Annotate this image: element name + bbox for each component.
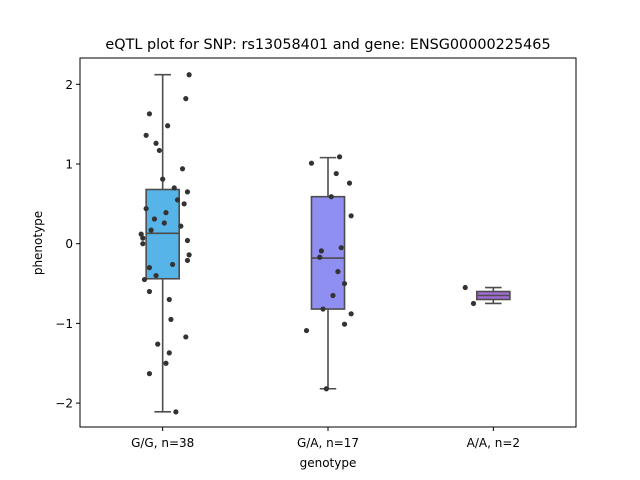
x-tick-label: G/A, n=17: [297, 436, 359, 450]
data-point: [341, 321, 348, 327]
data-point: [179, 166, 186, 172]
data-point: [169, 261, 176, 268]
data-point: [173, 409, 179, 415]
x-axis: G/G, n=38 G/A, n=17 A/A, n=2: [131, 427, 520, 450]
data-point: [183, 96, 189, 102]
data-point: [171, 185, 177, 191]
data-point: [160, 176, 166, 182]
data-point: [323, 386, 329, 392]
data-point: [330, 292, 336, 299]
data-point: [140, 235, 146, 241]
data-point: [165, 123, 171, 129]
data-point: [183, 334, 189, 340]
data-point: [184, 257, 191, 264]
data-point: [163, 210, 169, 216]
data-point: [148, 227, 154, 233]
data-point: [184, 237, 191, 244]
data-point: [348, 311, 354, 317]
data-point: [336, 154, 343, 160]
data-point: [143, 206, 149, 212]
data-point: [346, 180, 353, 186]
box: [310, 195, 346, 310]
data-point: [166, 350, 172, 356]
data-point: [181, 201, 187, 207]
y-tick-label: −2: [55, 397, 73, 411]
x-tick-label: A/A, n=2: [467, 436, 520, 450]
data-point: [174, 197, 181, 203]
plot-marks: [138, 72, 511, 415]
y-axis-label: phenotype: [31, 211, 45, 275]
data-point: [153, 140, 159, 146]
data-point: [168, 316, 174, 323]
data-point: [146, 288, 153, 295]
y-tick-label: 2: [65, 78, 73, 92]
data-point: [141, 276, 148, 283]
data-point: [143, 132, 149, 138]
data-point: [161, 220, 167, 226]
data-point: [151, 216, 157, 222]
data-point: [335, 268, 341, 275]
data-point: [155, 341, 161, 347]
data-point: [184, 189, 191, 195]
data-point: [348, 213, 354, 219]
data-point: [138, 231, 144, 237]
data-point: [186, 72, 192, 78]
data-point: [186, 252, 192, 258]
data-point: [320, 306, 326, 312]
y-axis: −2 −1 0 1 2: [55, 78, 80, 411]
box-group: [310, 156, 346, 390]
data-point: [328, 194, 334, 200]
data-point: [178, 223, 184, 229]
x-tick-label: G/G, n=38: [131, 436, 194, 450]
x-axis-label: genotype: [300, 456, 357, 470]
y-tick-label: 0: [65, 237, 73, 251]
data-point: [462, 284, 468, 291]
data-point: [333, 170, 339, 177]
data-point: [338, 245, 344, 251]
data-point: [146, 265, 153, 271]
data-point: [166, 296, 172, 303]
data-point: [146, 111, 153, 117]
data-point: [308, 160, 315, 166]
data-point: [341, 280, 348, 287]
box-group: [475, 286, 511, 305]
data-point: [153, 272, 159, 279]
data-point: [318, 248, 324, 254]
chart-title: eQTL plot for SNP: rs13058401 and gene: …: [105, 37, 550, 53]
y-tick-label: 1: [65, 157, 73, 171]
data-point: [163, 360, 169, 366]
data-point: [146, 371, 153, 377]
data-point: [156, 147, 162, 154]
data-point: [470, 300, 477, 307]
data-point: [303, 327, 310, 334]
y-tick-label: −1: [55, 317, 73, 331]
data-point: [317, 254, 323, 260]
data-point: [140, 241, 146, 247]
